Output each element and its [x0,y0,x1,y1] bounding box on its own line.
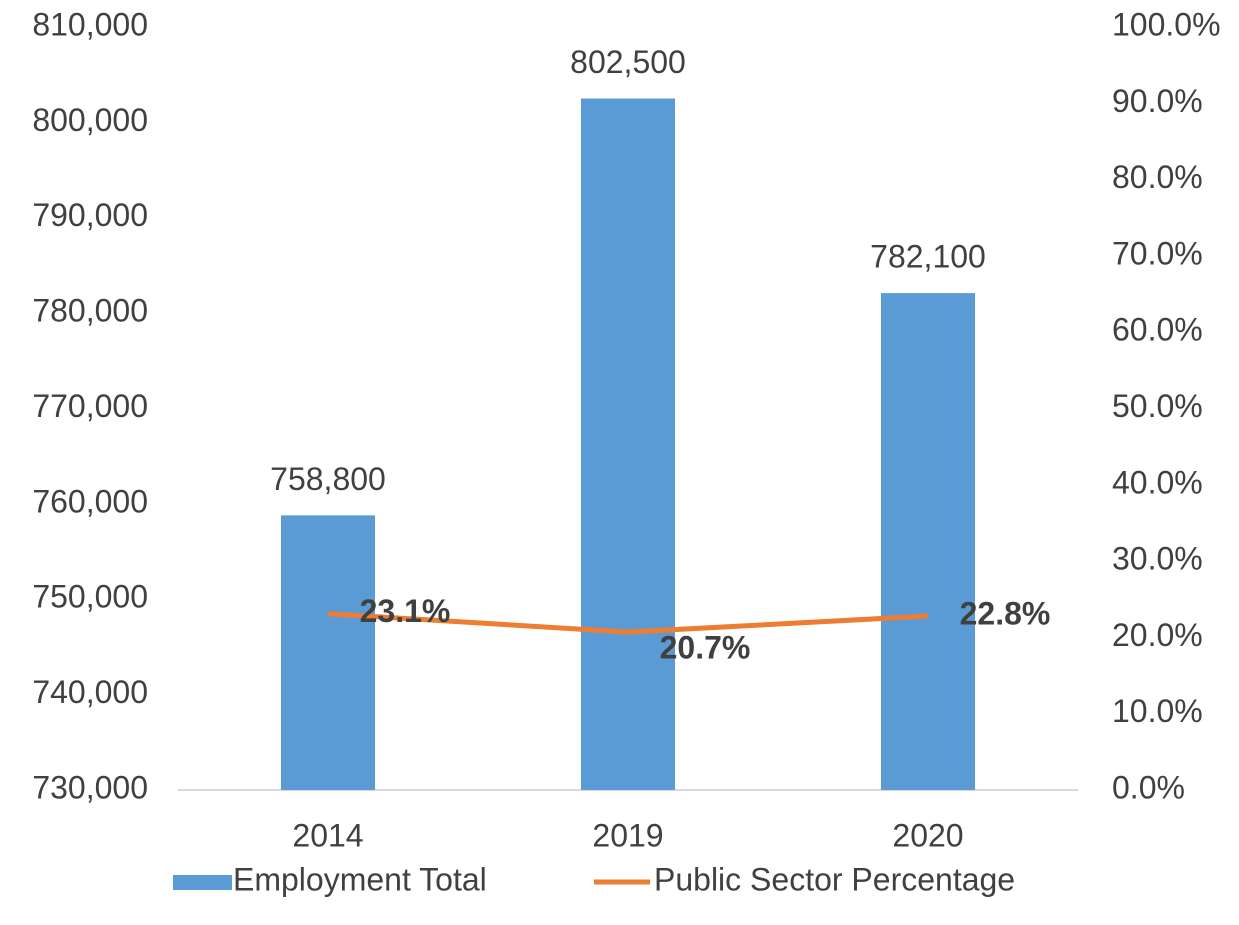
y2-tick-label: 40.0% [1112,464,1203,500]
x-tick-label: 2020 [892,817,963,853]
y2-tick-label: 30.0% [1112,541,1203,577]
line [327,611,929,635]
legend-label: Public Sector Percentage [654,861,1015,897]
bar [281,515,375,790]
y2-tick-label: 50.0% [1112,388,1203,424]
bar-value-label: 758,800 [270,461,386,497]
y-tick-label: 730,000 [32,769,148,805]
y-tick-label: 740,000 [32,674,148,710]
y-tick-label: 770,000 [32,388,148,424]
y-tick-label: 790,000 [32,197,148,233]
x-tick-label: 2019 [592,817,663,853]
y-tick-label: 760,000 [32,483,148,519]
bar-value-label: 802,500 [570,44,686,80]
y2-tick-label: 20.0% [1112,617,1203,653]
line-value-label: 22.8% [960,595,1051,631]
bar-value-label: 782,100 [870,239,986,275]
y2-tick-label: 70.0% [1112,235,1203,271]
y2-tick-label: 0.0% [1112,769,1185,805]
y2-tick-label: 10.0% [1112,693,1203,729]
y2-tick-label: 80.0% [1112,159,1203,195]
legend-label: Employment Total [233,861,487,897]
line-value-label: 20.7% [660,630,751,666]
y-tick-label: 780,000 [32,293,148,329]
y-tick-label: 810,000 [32,6,148,42]
x-tick-label: 2014 [292,817,363,853]
y2-tick-label: 90.0% [1112,83,1203,119]
bar [881,293,975,790]
y-tick-label: 750,000 [32,579,148,615]
y2-tick-label: 60.0% [1112,312,1203,348]
y2-tick-label: 100.0% [1112,6,1221,42]
y-tick-label: 800,000 [32,102,148,138]
legend-swatch [173,875,232,890]
line-value-label: 23.1% [360,593,451,629]
bar [581,98,675,790]
